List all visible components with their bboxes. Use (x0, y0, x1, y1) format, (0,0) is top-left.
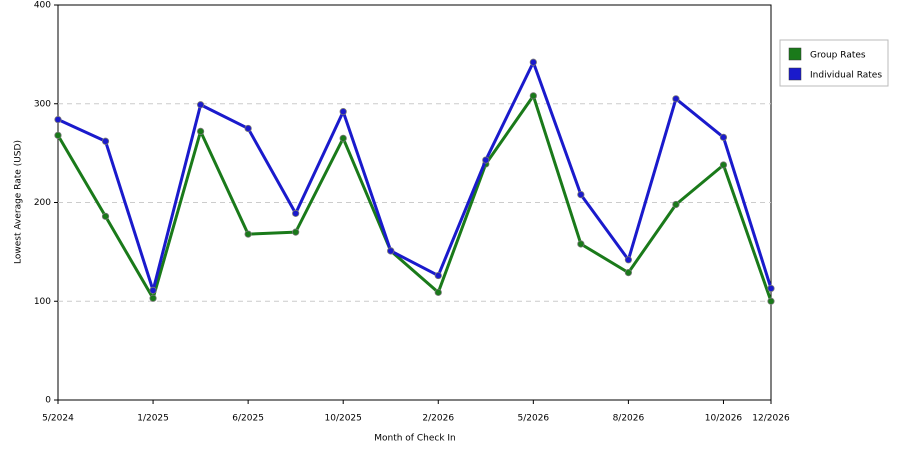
y-tick-label: 200 (34, 198, 51, 208)
y-tick-label: 300 (34, 99, 51, 109)
y-tick-label: 400 (34, 1, 51, 11)
data-point (149, 286, 157, 294)
data-point (292, 228, 300, 236)
y-tick-label: 100 (34, 297, 51, 307)
data-point (624, 256, 633, 264)
x-tick-label: 12/2026 (752, 414, 790, 424)
data-point (767, 297, 775, 305)
x-tick-label: 8/2026 (613, 414, 645, 424)
data-point (672, 95, 680, 103)
x-tick-label: 10/2026 (705, 414, 743, 424)
data-point (339, 108, 347, 116)
y-tick-label: 0 (45, 396, 51, 406)
x-tick-label: 1/2025 (137, 414, 169, 424)
data-point (339, 134, 347, 142)
y-axis-label: Lowest Average Rate (USD) (14, 140, 24, 264)
legend-label: Individual Rates (810, 71, 882, 81)
data-point (767, 284, 775, 293)
data-point (577, 240, 585, 248)
x-tick-label: 5/2026 (517, 414, 549, 424)
data-point (482, 156, 490, 164)
legend-label: Group Rates (810, 51, 866, 61)
data-point (54, 115, 62, 124)
data-point (197, 101, 205, 109)
data-point (197, 127, 205, 135)
data-point (672, 200, 680, 209)
data-point (624, 269, 633, 277)
data-point (529, 92, 537, 100)
data-point (434, 271, 442, 280)
data-point (719, 133, 728, 141)
data-point (54, 131, 62, 139)
data-point (529, 58, 537, 66)
x-axis-label: Month of Check In (374, 434, 456, 444)
data-point (244, 230, 252, 238)
data-point (101, 137, 110, 145)
x-tick-label: 6/2025 (232, 414, 264, 424)
series-line (57, 60, 773, 292)
legend-swatch (788, 67, 802, 81)
x-tick-label: 2/2026 (422, 414, 454, 424)
data-point (101, 212, 110, 220)
data-point (719, 161, 728, 169)
data-point (244, 124, 252, 133)
legend-swatch (788, 47, 802, 61)
series-line (56, 94, 773, 302)
data-point (387, 247, 395, 255)
x-tick-label: 5/2024 (42, 414, 74, 424)
data-point (149, 294, 157, 302)
data-point (434, 288, 442, 296)
x-tick-label: 10/2025 (325, 414, 362, 424)
data-point (577, 191, 585, 199)
data-point (292, 209, 300, 217)
